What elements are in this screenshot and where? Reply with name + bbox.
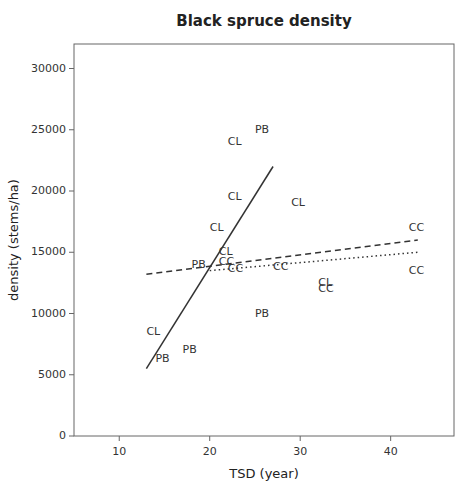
title: Black spruce density: [176, 12, 352, 30]
point-label: PB: [255, 123, 269, 136]
point-label: CL: [210, 221, 225, 234]
point-label: CL: [228, 135, 243, 148]
x-tick: [119, 436, 120, 441]
x-tick-label: 10: [112, 445, 126, 458]
x-tick: [300, 436, 301, 441]
y-tick-label: 20000: [31, 184, 66, 197]
point-label: CL: [291, 196, 306, 209]
trend-line: [146, 240, 417, 274]
point-label: CL: [228, 190, 243, 203]
plot-lines: [146, 167, 417, 369]
y-tick: [69, 252, 74, 253]
y-tick-label: 30000: [31, 62, 66, 75]
y-tick-label: 5000: [38, 368, 66, 381]
point-label: PB: [192, 258, 206, 271]
plot-frame: [74, 44, 454, 436]
x-tick-label: 40: [384, 445, 398, 458]
y-tick: [69, 374, 74, 375]
y-tick: [69, 436, 74, 437]
point-label: PB: [255, 307, 269, 320]
y-tick-label: 10000: [31, 307, 66, 320]
point-label: CL: [146, 325, 161, 338]
y-tick: [69, 313, 74, 314]
point-label: CC: [273, 260, 289, 273]
y-tick-label: 15000: [31, 245, 66, 258]
x-tick: [209, 436, 210, 441]
chart: 10 20 30 40 0 5000 10000 15000 20000 25000 30000 Bl…: [0, 0, 476, 494]
point-label: CC: [228, 262, 244, 275]
y-tick: [69, 129, 74, 130]
point-labels: CLCLCLCLCLCLCLPBPBPBPBPBCCCCCCCCCCCC: [146, 123, 424, 365]
point-label: CC: [409, 264, 425, 277]
y-tick: [69, 68, 74, 69]
point-label: PB: [183, 343, 197, 356]
y-axis-label: density (stems/ha): [6, 179, 21, 301]
x-tick-label: 20: [203, 445, 217, 458]
point-label: PB: [155, 352, 169, 365]
x-axis-label: TSD (year): [228, 466, 298, 481]
x-tick-label: 30: [293, 445, 307, 458]
point-label: CC: [318, 282, 334, 295]
y-tick-label: 0: [59, 429, 66, 442]
y-tick-label: 25000: [31, 123, 66, 136]
x-tick: [390, 436, 391, 441]
point-label: CC: [409, 221, 425, 234]
trend-line: [146, 167, 273, 369]
y-tick: [69, 191, 74, 192]
